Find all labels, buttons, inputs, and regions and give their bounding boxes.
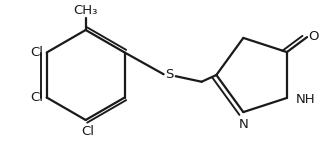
- Text: S: S: [166, 69, 174, 81]
- Text: Cl: Cl: [81, 125, 94, 138]
- Text: NH: NH: [295, 93, 315, 106]
- Text: Cl: Cl: [30, 91, 43, 104]
- Text: O: O: [308, 30, 319, 43]
- Text: N: N: [239, 118, 248, 131]
- Text: Cl: Cl: [30, 46, 43, 59]
- Text: CH₃: CH₃: [74, 4, 98, 17]
